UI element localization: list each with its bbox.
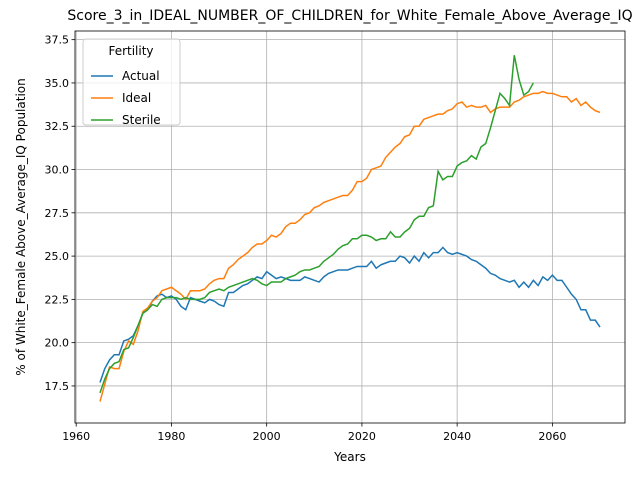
line-series bbox=[99, 246, 601, 383]
x-tick-label: 1960 bbox=[62, 430, 90, 443]
x-axis-label: Years bbox=[333, 450, 366, 464]
x-tick-label: 2020 bbox=[348, 430, 376, 443]
x-tick-label: 2060 bbox=[538, 430, 566, 443]
y-axis-label: % of White_Female Above_Average_IQ Popul… bbox=[14, 78, 28, 375]
line-series bbox=[99, 55, 534, 394]
y-tick-label: 20.0 bbox=[45, 337, 70, 350]
y-tick-label: 17.5 bbox=[45, 380, 70, 393]
legend-label: Ideal bbox=[122, 91, 151, 105]
y-tick-label: 37.5 bbox=[45, 34, 70, 47]
line-series bbox=[99, 90, 601, 402]
legend-label: Sterile bbox=[122, 113, 161, 127]
plot-frame bbox=[74, 30, 626, 424]
y-tick-label: 30.0 bbox=[45, 164, 70, 177]
x-tick-label: 1980 bbox=[157, 430, 185, 443]
legend-box bbox=[82, 38, 181, 126]
x-tick-label: 2040 bbox=[443, 430, 471, 443]
y-tick-label: 25.0 bbox=[45, 250, 70, 263]
x-tick-label: 2000 bbox=[253, 430, 281, 443]
y-tick-label: 32.5 bbox=[45, 120, 70, 133]
legend-label: Actual bbox=[122, 69, 160, 83]
legend-title: Fertility bbox=[108, 44, 153, 58]
y-tick-label: 35.0 bbox=[45, 77, 70, 90]
y-tick-label: 27.5 bbox=[45, 207, 70, 220]
y-tick-label: 22.5 bbox=[45, 293, 70, 306]
chart-title: Score_3_in_IDEAL_NUMBER_OF_CHILDREN_for_… bbox=[67, 8, 632, 24]
